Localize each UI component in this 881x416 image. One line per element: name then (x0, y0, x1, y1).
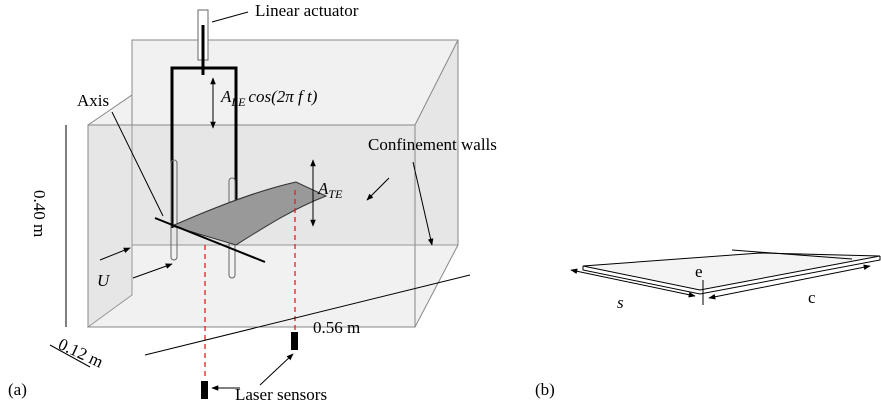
label: 0.40 m (30, 190, 49, 237)
label: Confinement walls (368, 135, 497, 154)
label: Laser sensors (235, 385, 327, 404)
label: Linear actuator (255, 1, 359, 20)
label: e (695, 262, 703, 281)
label: Axis (77, 91, 109, 110)
label: s (617, 293, 624, 312)
label: c (808, 288, 816, 307)
label: (a) (8, 380, 27, 399)
label: TE (328, 187, 343, 201)
label: (b) (535, 380, 555, 399)
leader (212, 12, 248, 22)
label: U (97, 271, 111, 290)
label: A (220, 87, 232, 106)
label: 0.12 m (55, 334, 106, 371)
label: A (317, 179, 329, 198)
plate-top (583, 253, 880, 290)
sensor (201, 381, 208, 399)
label: LE (230, 95, 246, 109)
sensor (291, 332, 298, 350)
label: 0.56 m (313, 318, 360, 337)
tank (88, 40, 458, 327)
diagram: Linear actuator ALEcos(2π f t) Axis Conf… (0, 0, 881, 416)
label: cos(2π f t) (248, 87, 317, 106)
leader (260, 354, 293, 385)
